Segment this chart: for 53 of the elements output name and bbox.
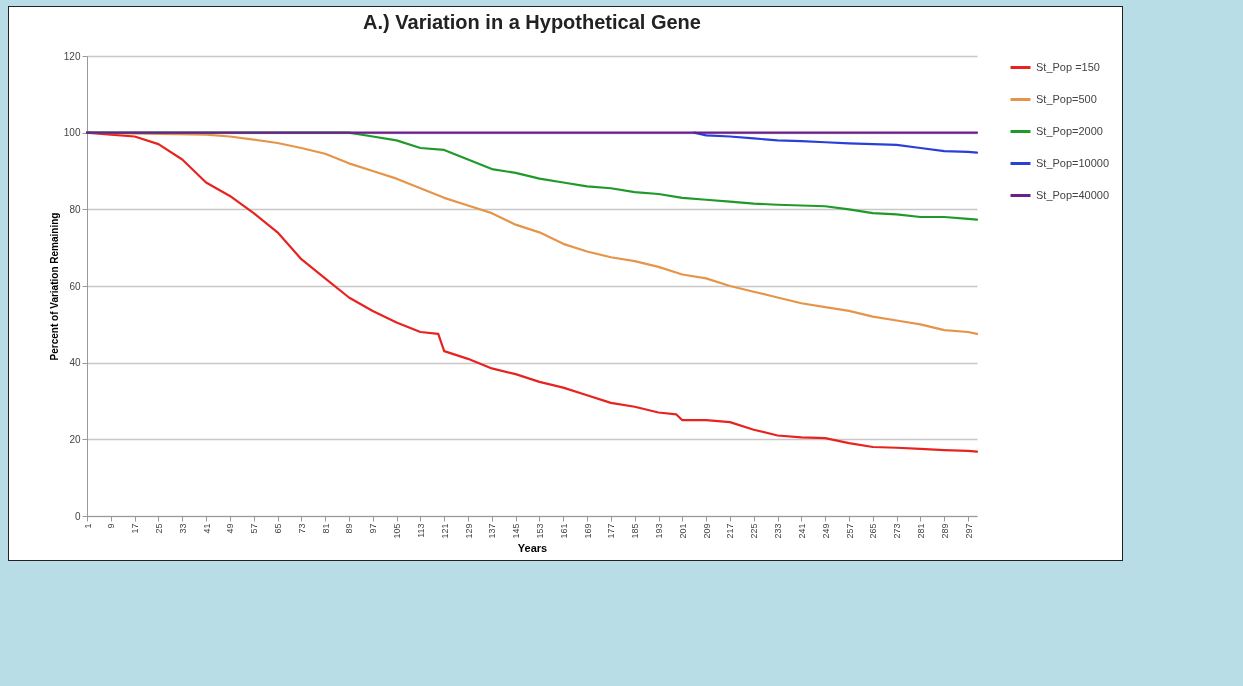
x-tick-label: 281: [915, 523, 926, 539]
x-tick-label: 297: [963, 523, 974, 539]
legend-label: St_Pop=2000: [1036, 124, 1103, 137]
legend-label: St_Pop=40000: [1036, 188, 1110, 201]
x-tick-label: 217: [725, 523, 736, 539]
x-axis-title: Years: [517, 541, 548, 554]
x-tick-label: 57: [249, 523, 260, 534]
x-tick-label: 25: [153, 523, 164, 534]
legend-label: St_Pop=500: [1036, 92, 1097, 105]
x-tick-label: 113: [415, 523, 426, 538]
chart-title: A.) Variation in a Hypothetical Gene: [363, 11, 701, 33]
y-axis-title: Percent of Variation Remaining: [48, 212, 60, 361]
x-tick-label: 193: [654, 523, 665, 539]
y-tick-label: 0: [74, 510, 81, 522]
x-tick-label: 9: [106, 523, 117, 529]
y-tick-label: 20: [69, 433, 81, 445]
x-tick-label: 97: [368, 523, 379, 534]
y-tick-label: 60: [69, 280, 81, 292]
x-tick-label: 81: [320, 523, 331, 534]
x-tick-label: 33: [177, 523, 188, 534]
x-tick-label: 121: [439, 523, 450, 539]
x-tick-label: 145: [511, 523, 522, 539]
y-tick-label: 120: [63, 50, 81, 62]
x-tick-label: 169: [582, 523, 593, 539]
x-tick-label: 49: [225, 523, 236, 534]
x-tick-label: 129: [463, 523, 474, 539]
x-tick-label: 225: [749, 523, 760, 539]
x-tick-label: 153: [534, 523, 545, 539]
x-tick-label: 89: [344, 523, 355, 534]
x-tick-label: 41: [201, 523, 212, 534]
x-tick-label: 209: [701, 523, 712, 539]
y-tick-label: 40: [69, 357, 81, 369]
legend-label: St_Pop=10000: [1036, 156, 1110, 169]
x-tick-label: 137: [487, 523, 498, 539]
x-tick-label: 177: [606, 523, 617, 539]
x-tick-label: 17: [130, 523, 141, 534]
y-tick-label: 100: [63, 127, 81, 139]
x-tick-label: 73: [296, 523, 307, 534]
x-tick-label: 265: [868, 523, 879, 539]
x-tick-label: 201: [677, 523, 688, 539]
x-tick-label: 1: [82, 523, 93, 529]
x-tick-label: 257: [844, 523, 855, 539]
x-tick-label: 241: [796, 523, 807, 539]
x-tick-label: 105: [392, 523, 403, 539]
x-tick-label: 289: [939, 523, 950, 539]
y-tick-label: 80: [69, 203, 81, 215]
x-tick-label: 249: [820, 523, 831, 539]
x-tick-label: 161: [558, 523, 569, 539]
x-tick-label: 65: [273, 523, 283, 534]
x-tick-label: 273: [892, 523, 903, 539]
legend-label: St_Pop =150: [1036, 60, 1100, 73]
x-tick-label: 233: [773, 523, 784, 539]
x-tick-label: 185: [630, 523, 641, 539]
